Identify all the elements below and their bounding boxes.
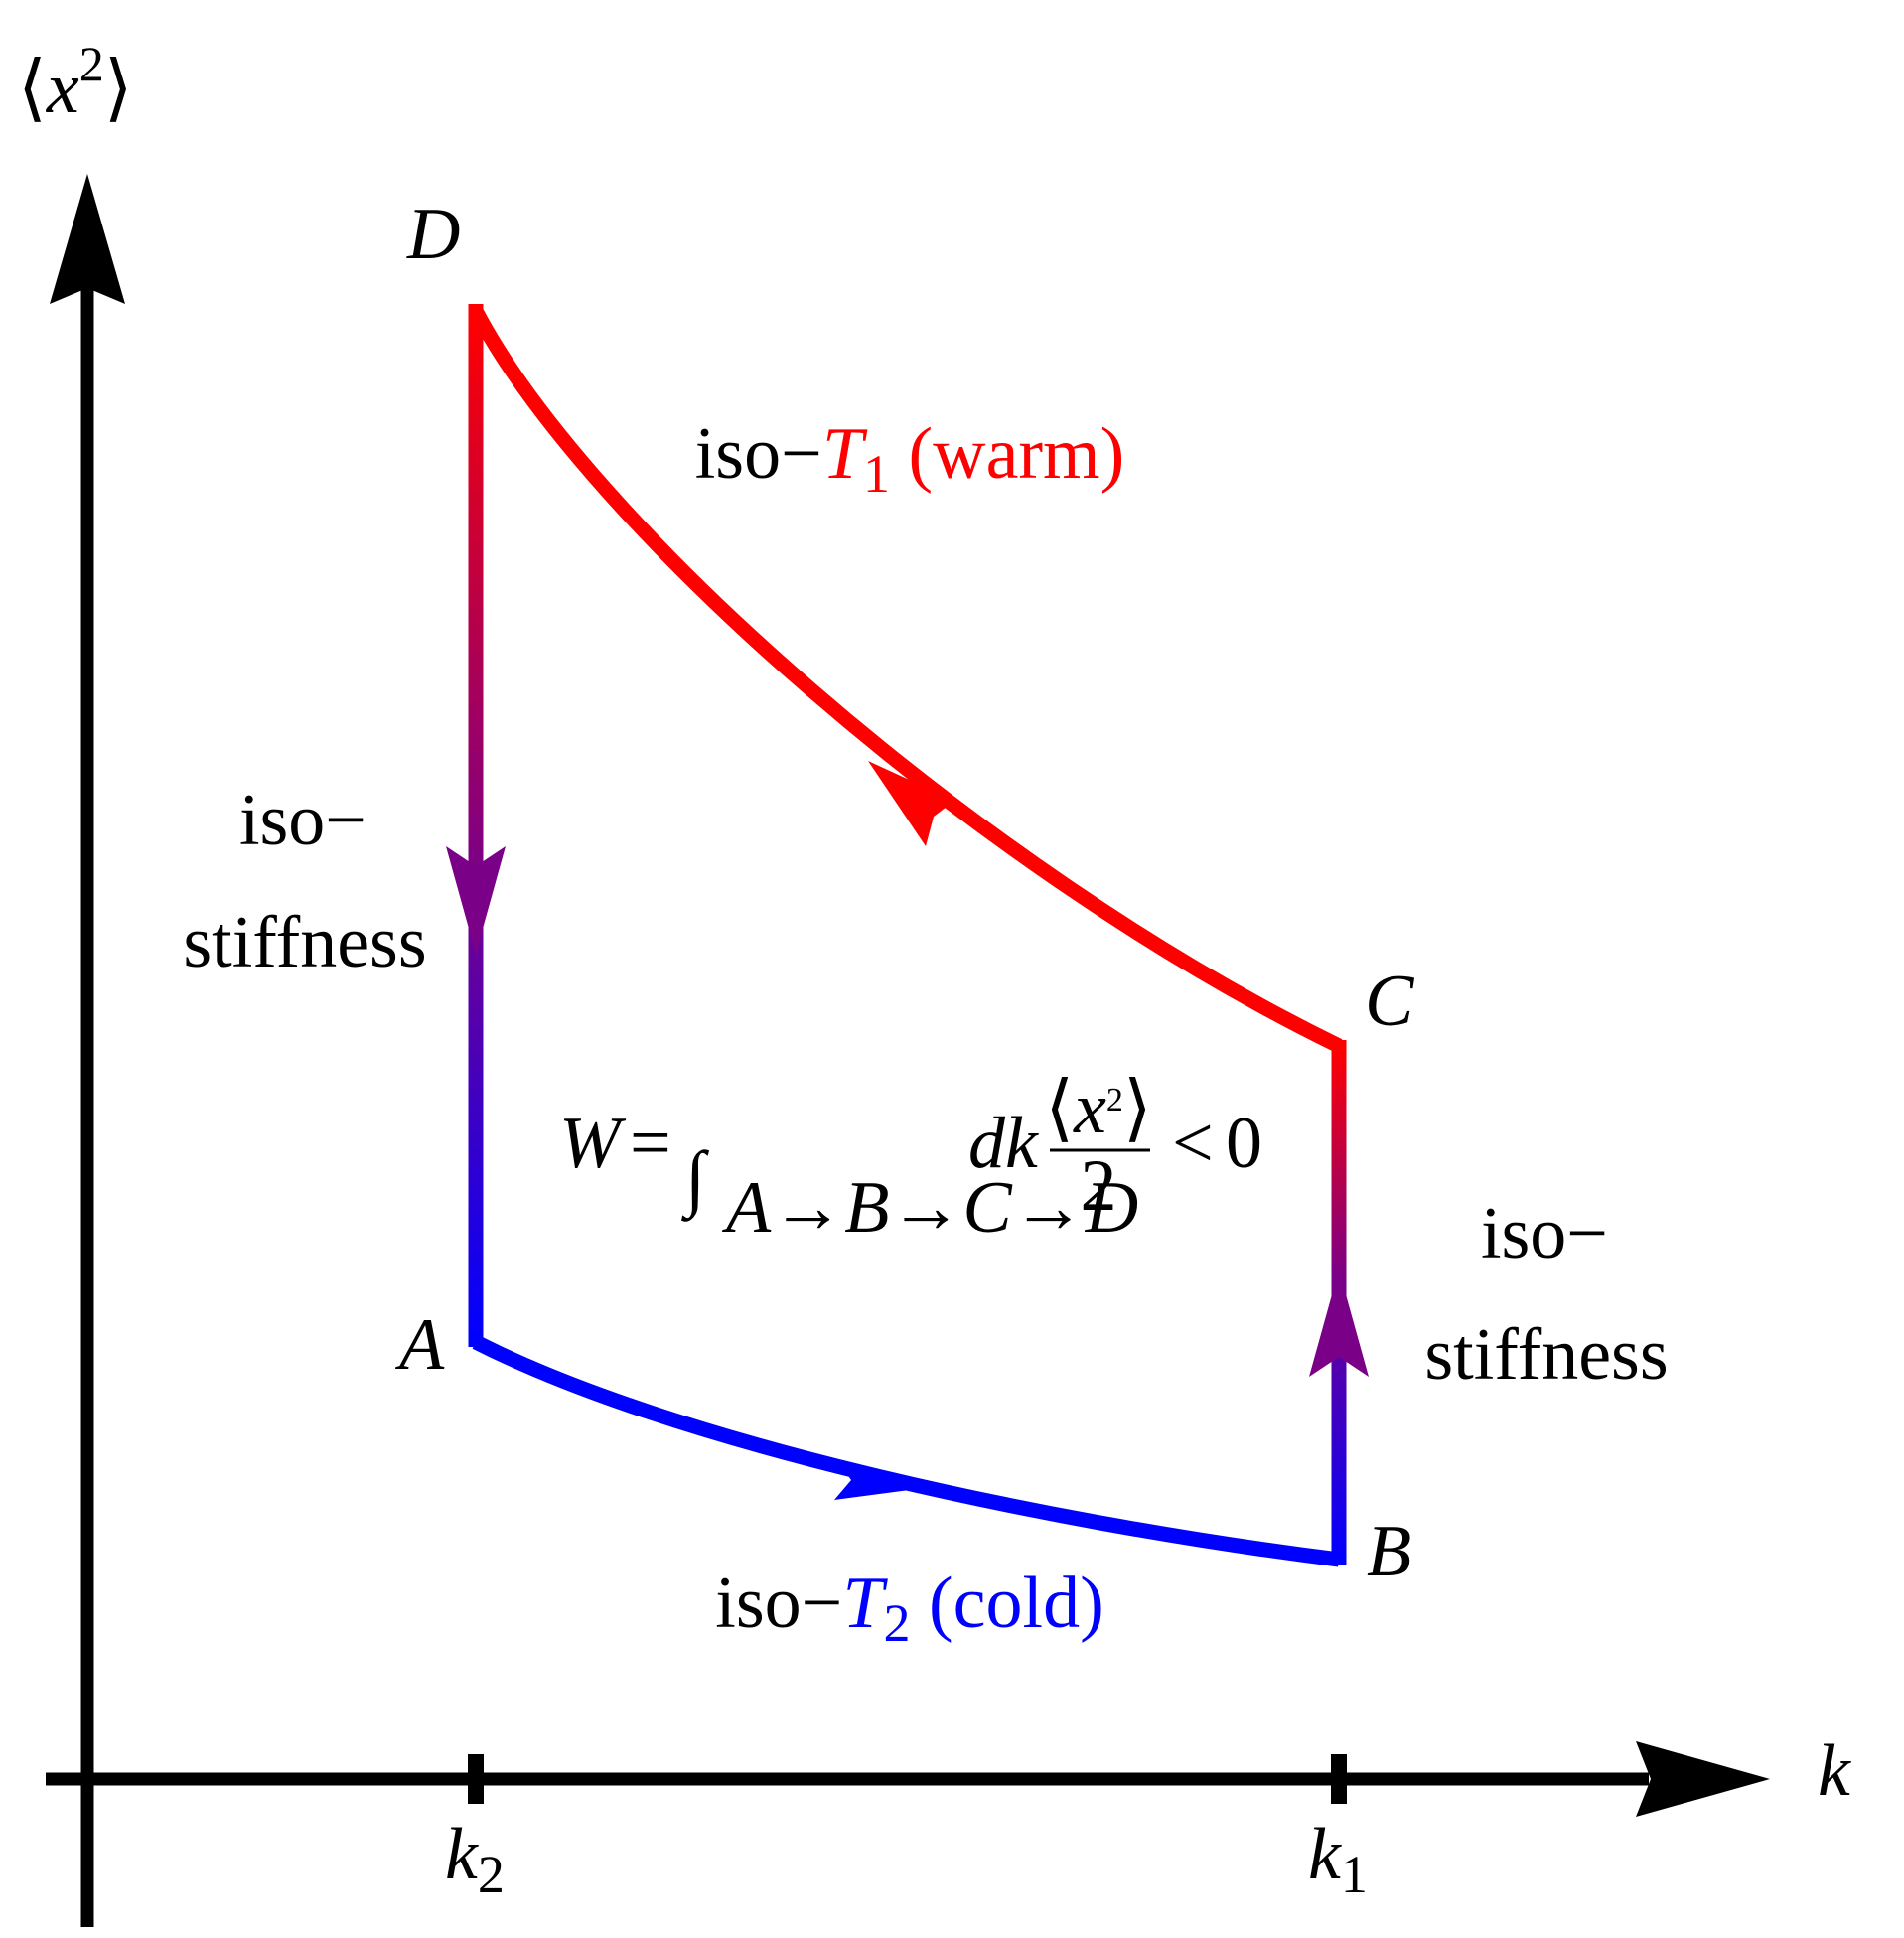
x-axis-label: k [1818, 1730, 1851, 1812]
superscript: 2 [79, 36, 104, 91]
symbol: x [1073, 1068, 1106, 1149]
bracket: ⟩ [104, 48, 133, 129]
subscript: 2 [884, 1593, 911, 1653]
point-label: C [1365, 961, 1415, 1042]
suffix: (cold) [911, 1563, 1104, 1644]
formula-relation: < [1172, 1103, 1214, 1184]
process-label: iso−T2 (cold) [715, 1563, 1103, 1653]
symbol: k [1308, 1814, 1342, 1895]
formula-lhs: W [559, 1103, 627, 1184]
formula: W = ∫ A→B→C→D dk ⟨x2⟩ 2 < 0 [559, 1068, 1262, 1249]
subscript: 1 [863, 444, 890, 504]
formula-numerator: ⟨x2⟩ [1045, 1068, 1152, 1149]
prefix: iso− [695, 413, 822, 495]
arrow-right [1309, 1269, 1369, 1377]
process-label: stiffness [1424, 1314, 1668, 1396]
process-label: iso−T1 (warm) [695, 413, 1125, 504]
subscript: 1 [1341, 1845, 1368, 1904]
symbol: T [842, 1563, 888, 1644]
symbol: x [46, 48, 79, 129]
subscript: 2 [478, 1845, 505, 1904]
process-label: iso− [1481, 1193, 1608, 1274]
suffix: (warm) [890, 413, 1124, 495]
point-label: A [394, 1304, 445, 1386]
bracket: ⟩ [1123, 1068, 1152, 1149]
x-tick-label: k1 [1308, 1814, 1368, 1904]
x-axis-arrow [1636, 1741, 1770, 1817]
formula-rhs: 0 [1226, 1103, 1262, 1184]
prefix: iso− [715, 1563, 842, 1644]
x-tick-label: k2 [445, 1814, 505, 1904]
point-label: B [1367, 1511, 1411, 1592]
isotherm-cold [472, 1335, 1340, 1567]
process-label: iso− [239, 780, 366, 861]
formula-differential: dk [968, 1103, 1039, 1184]
y-axis-arrow [50, 174, 125, 304]
bracket: ⟨ [18, 48, 47, 129]
arrow-cold [834, 1460, 940, 1500]
symbol: T [822, 413, 868, 495]
y-axis-label: ⟨x2⟩ [18, 36, 133, 129]
formula-limits: A→B→C→D [721, 1167, 1138, 1249]
formula-integral: ∫ [681, 1137, 710, 1222]
bracket: ⟨ [1045, 1068, 1074, 1149]
formula-equals: = [630, 1103, 671, 1184]
formula-denominator: 2 [1081, 1145, 1117, 1227]
symbol: k [445, 1814, 479, 1895]
point-label: D [406, 194, 460, 275]
superscript: 2 [1106, 1082, 1123, 1118]
isotherm-warm [469, 307, 1343, 1053]
arrow-warm [868, 761, 954, 846]
arrow-left [446, 846, 506, 954]
process-label: stiffness [183, 902, 426, 983]
